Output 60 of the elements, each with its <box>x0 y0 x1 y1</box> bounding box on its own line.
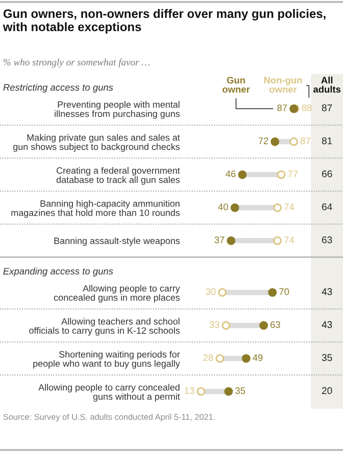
point <box>230 203 240 212</box>
data-label: 13 <box>184 387 194 394</box>
data-label: 33 <box>210 321 220 328</box>
data-label: 87 <box>300 137 310 144</box>
data-label: 63 <box>270 321 280 328</box>
data-label: 28 <box>203 354 213 361</box>
y-tick-label: Preventing people with mental illnesses from purchasing guns <box>54 101 180 119</box>
y-tick-label: Shortening waiting periods for people who want to buy guns legally <box>33 350 180 369</box>
data-label: 77 <box>288 170 298 178</box>
y-tick-label: Allowing people to carry concealed guns without a permit <box>38 384 180 402</box>
y-tick-label: Allowing teachers and school officials to carry guns in K-12 schools <box>29 318 180 336</box>
text: Gun owner <box>222 76 250 93</box>
data-label: 88 <box>302 104 312 112</box>
data-label: 49 <box>252 354 263 361</box>
point <box>270 137 280 146</box>
data-label: 35 <box>322 354 332 362</box>
data-label: 43 <box>322 288 332 296</box>
point <box>242 354 250 363</box>
y-tick-label: Allowing people to carry concealed guns in more places <box>54 284 180 303</box>
y-tick-label: Banning high-capacity ammunition magazines that hold more than 10 rounds <box>11 200 180 218</box>
point <box>238 170 247 179</box>
data-label: 70 <box>279 288 289 295</box>
data-label: 87 <box>277 104 287 112</box>
data-label: 63 <box>322 236 332 244</box>
data-label: 66 <box>322 170 332 178</box>
data-label: 43 <box>322 321 332 328</box>
point <box>273 236 282 245</box>
point <box>222 321 230 330</box>
data-label: 20 <box>322 387 332 394</box>
source-note: Source: Survey of U.S. adults conducted April 5-11, 2021. <box>3 414 215 422</box>
point <box>259 321 268 330</box>
data-label: 64 <box>322 203 332 210</box>
data-label: 87 <box>322 104 332 112</box>
data-label: 40 <box>218 203 228 210</box>
y-tick-label: Banning assault-style weapons <box>54 237 180 246</box>
y-tick-label: Making private gun sales and sales at gun shows subject to background checks <box>13 134 180 152</box>
point <box>224 387 233 396</box>
y-tick-label: Creating a federal government database to track all gun sales <box>56 167 180 185</box>
data-label: 81 <box>322 137 332 144</box>
y-axis-title: Expanding access to guns <box>3 268 114 276</box>
point <box>273 203 282 212</box>
data-label: 46 <box>226 170 236 178</box>
point <box>276 170 286 179</box>
y-axis-title: Restricting access to guns <box>3 84 114 93</box>
chart-title: Gun owners, non-owners differ over many gun policies, with notable exceptions <box>2 9 326 34</box>
data-label: 35 <box>235 387 246 394</box>
point <box>218 288 227 297</box>
point <box>289 137 298 146</box>
point <box>268 288 277 297</box>
point <box>215 354 224 363</box>
point <box>226 236 236 245</box>
text: % who strongly or somewhat favor … <box>4 58 150 68</box>
text: All adults <box>313 76 341 93</box>
data-label: 74 <box>284 204 294 210</box>
data-label: 74 <box>284 236 294 244</box>
series-label: Non-gun owner <box>264 76 302 93</box>
data-label: 30 <box>206 288 216 295</box>
data-label: 37 <box>214 236 224 244</box>
point <box>196 387 206 396</box>
data-label: 72 <box>258 137 268 144</box>
